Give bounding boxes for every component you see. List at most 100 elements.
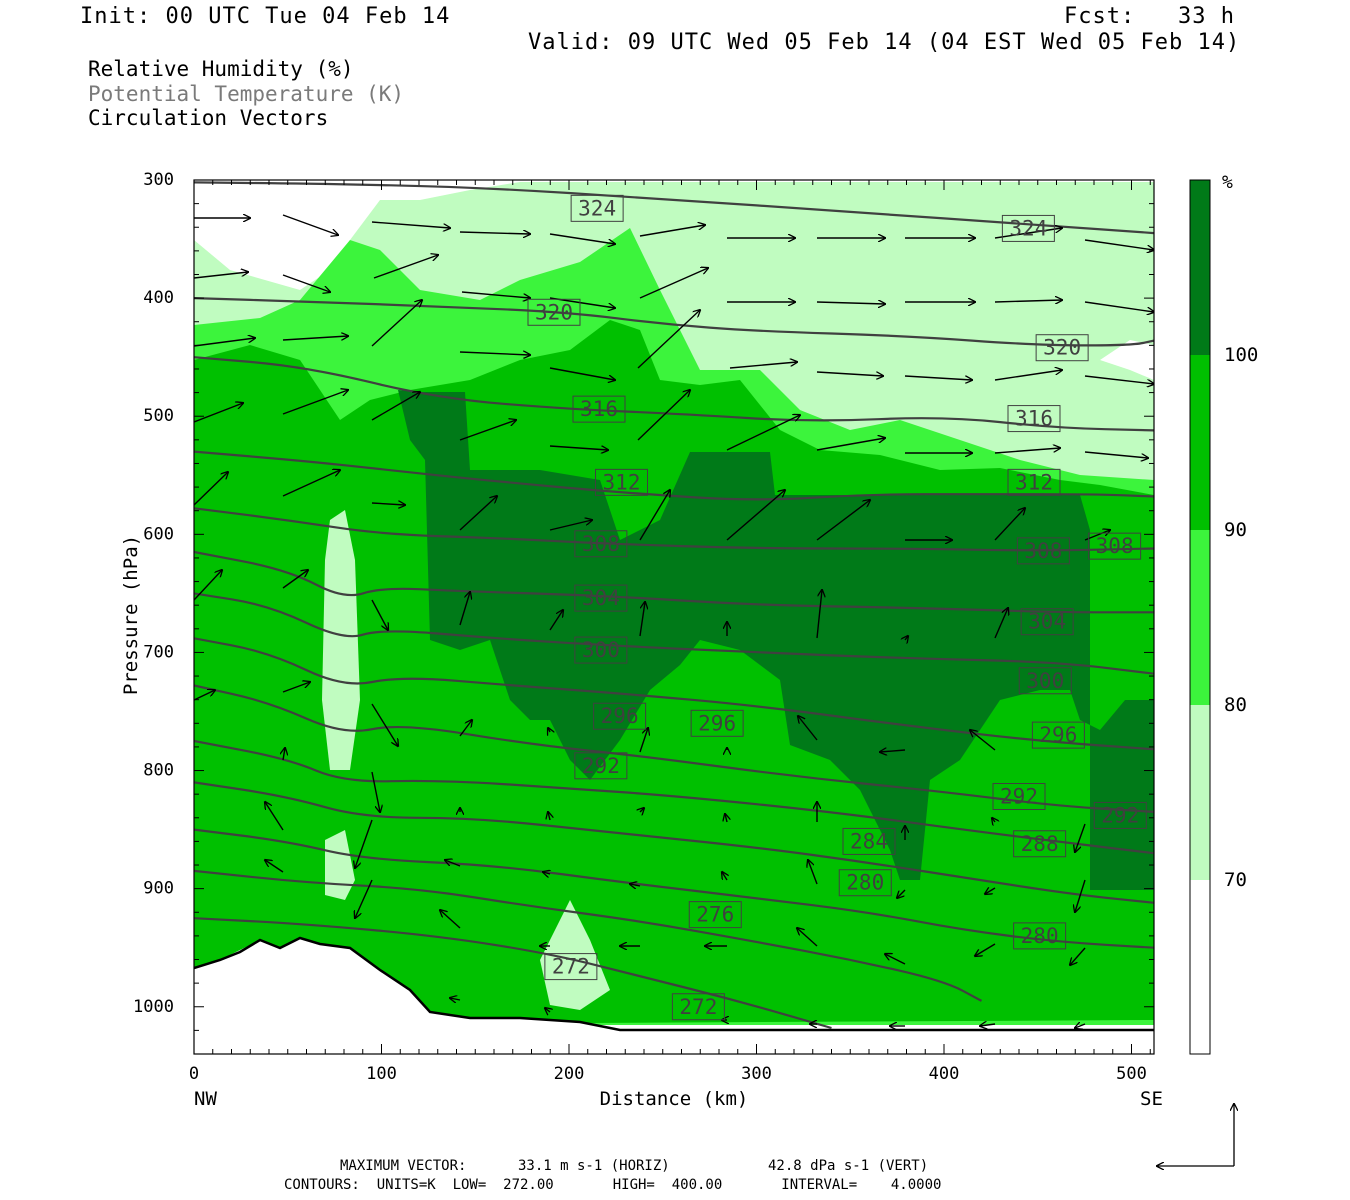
vector-arrow (639, 490, 670, 541)
vector-arrow (194, 570, 222, 601)
colorbar-label: 90 (1224, 519, 1247, 541)
vector-arrow (639, 225, 705, 237)
contour-label-320: 320 (527, 298, 581, 326)
init-time: Init: 00 UTC Tue 04 Feb 14 (80, 4, 451, 29)
theta-contour-284 (194, 781, 1154, 904)
colorbar-swatch (1190, 530, 1210, 705)
theta-contour-316 (194, 356, 1154, 432)
contour-label-304: 304 (574, 584, 628, 612)
vector-arrow (994, 508, 1025, 541)
vector-arrow (194, 338, 255, 347)
contour-label-308: 308 (1088, 532, 1142, 560)
vector-arrow (548, 728, 550, 732)
vector-arrow (373, 255, 438, 279)
x-tick-label: 400 (929, 1064, 960, 1084)
field-label-vectors: Circulation Vectors (88, 106, 329, 130)
contour-label-272: 272 (671, 993, 725, 1021)
theta-contour-308 (194, 507, 1154, 552)
theta-contour-296 (194, 637, 1154, 751)
vector-arrow (371, 599, 388, 630)
colorbar-unit: % (1222, 172, 1233, 193)
svg-text:292: 292 (582, 754, 620, 778)
contour-label-280: 280 (1013, 922, 1067, 950)
vector-arrow (808, 860, 818, 885)
svg-text:308: 308 (582, 532, 620, 556)
x-axis-title: Distance (km) (600, 1088, 749, 1110)
vector-arrow (548, 812, 550, 821)
vector-arrow (985, 888, 996, 894)
vector-arrow (459, 352, 530, 355)
vector-arrow (459, 496, 497, 531)
svg-text:296: 296 (698, 711, 736, 735)
vector-arrow (975, 943, 996, 956)
vector-arrow (725, 814, 727, 823)
colorbar-swatch (1190, 880, 1210, 1054)
vector-arrow (194, 690, 215, 701)
vector-arrow (371, 300, 422, 347)
svg-text:308: 308 (1024, 539, 1062, 563)
svg-text:304: 304 (1028, 610, 1066, 634)
vector-arrow (1070, 947, 1086, 965)
vector-arrow (283, 748, 285, 761)
x-tick-label: 100 (366, 1064, 397, 1084)
reference-vector-icon (1157, 1104, 1234, 1166)
contour-label-316: 316 (572, 395, 626, 423)
vector-arrow (549, 610, 563, 631)
y-tick-label: 1000 (133, 997, 174, 1017)
contour-label-300: 300 (574, 636, 628, 664)
vector-arrow (1075, 823, 1086, 852)
svg-text:296: 296 (601, 704, 639, 728)
vector-arrow (639, 268, 708, 299)
vector-arrow (1084, 375, 1154, 384)
vector-arrow (371, 503, 405, 505)
forecast-hour: Fcst: 33 h (1064, 4, 1235, 29)
vector-arrow (461, 291, 530, 298)
x-axis-left-label: NW (194, 1088, 217, 1110)
y-tick-label: 500 (143, 406, 174, 426)
theta-contour-280 (194, 828, 1154, 949)
vector-arrow (994, 370, 1062, 381)
vector-arrow (549, 520, 592, 531)
vector-arrow (994, 608, 1008, 639)
svg-text:308: 308 (1096, 534, 1134, 558)
theta-contour-304 (194, 550, 1154, 614)
theta-contour-300 (194, 592, 1154, 675)
vector-arrow (816, 371, 883, 376)
vector-arrow (440, 910, 461, 929)
contour-label-312: 312 (595, 468, 648, 496)
vector-arrow (994, 228, 1062, 239)
vector-arrow (816, 590, 822, 639)
svg-text:324: 324 (578, 196, 616, 220)
contour-label-320: 320 (1035, 334, 1089, 362)
vector-arrow (726, 415, 800, 451)
vector-arrow (637, 390, 690, 441)
vector-arrow (1084, 239, 1154, 250)
terrain-mask (194, 938, 1154, 1054)
vector-arrow (970, 730, 996, 751)
vector-arrow (640, 808, 644, 812)
x-tick-label: 200 (554, 1064, 585, 1084)
y-tick-label: 300 (143, 170, 174, 190)
svg-text:316: 316 (1015, 407, 1053, 431)
svg-text:312: 312 (1015, 470, 1053, 494)
vector-arrow (549, 367, 615, 380)
vector-arrow (459, 592, 470, 626)
vector-arrow (798, 716, 818, 741)
vector-arrow (459, 420, 516, 441)
vector-arrow (722, 872, 727, 881)
rh-80-column-left-lower (325, 830, 355, 900)
vector-arrow (994, 300, 1062, 302)
colorbar-label: 100 (1224, 344, 1258, 366)
vector-arrow (1075, 879, 1086, 912)
svg-text:324: 324 (1009, 216, 1047, 240)
theta-contour-312 (194, 450, 1154, 501)
colorbar-swatch (1190, 180, 1210, 355)
y-tick-label: 600 (143, 524, 174, 544)
rh-70-patch-bottom (540, 900, 610, 1010)
contour-label-292: 292 (1093, 801, 1147, 829)
field-label-rh: Relative Humidity (%) (88, 57, 354, 81)
svg-text:280: 280 (1021, 924, 1059, 948)
vector-arrow (816, 500, 870, 541)
vector-arrow (194, 403, 243, 423)
circulation-vectors (194, 215, 1154, 1028)
